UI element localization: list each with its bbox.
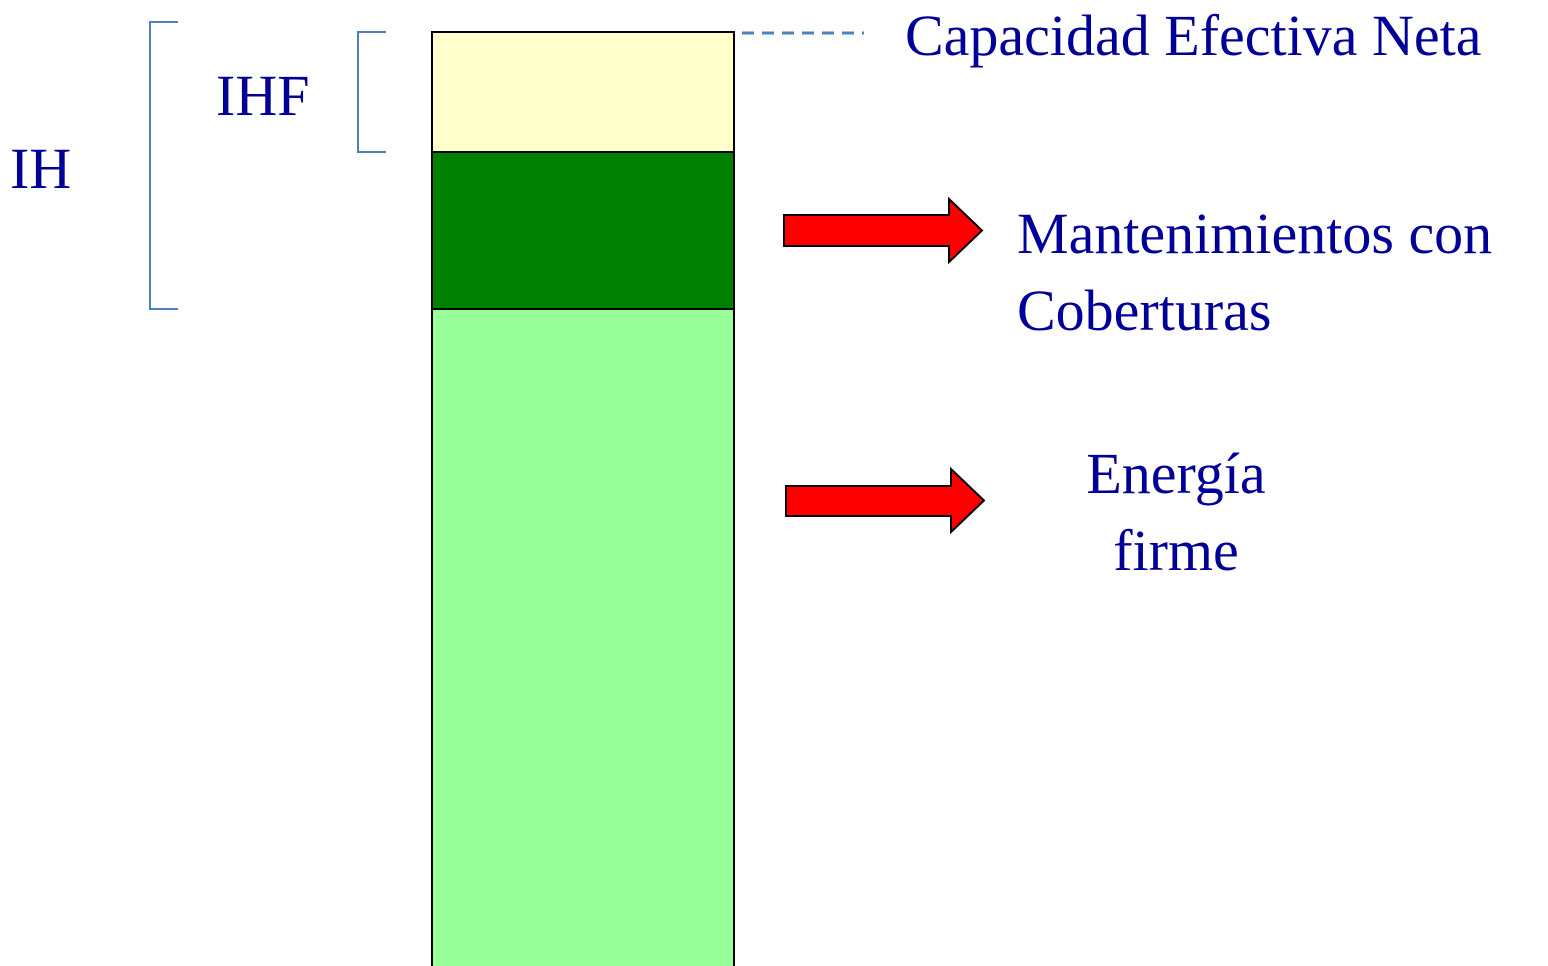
label-mantenimientos: Mantenimientos con [1017, 201, 1492, 266]
label-energia: Energía [1086, 441, 1265, 506]
arrow [785, 466, 986, 535]
bracket-ih [149, 21, 178, 310]
segment-middle [431, 151, 735, 310]
segment-top [431, 31, 735, 153]
label-mantenimientos: Coberturas [1017, 278, 1272, 343]
label-capacidad: Capacidad Efectiva Neta [905, 3, 1481, 68]
label-ihf: IHF [216, 63, 309, 128]
label-energia: firme [1113, 518, 1239, 583]
label-ih: IH [10, 136, 71, 201]
arrow [783, 196, 984, 265]
segment-bottom [431, 308, 735, 966]
bracket-ihf [357, 31, 386, 153]
